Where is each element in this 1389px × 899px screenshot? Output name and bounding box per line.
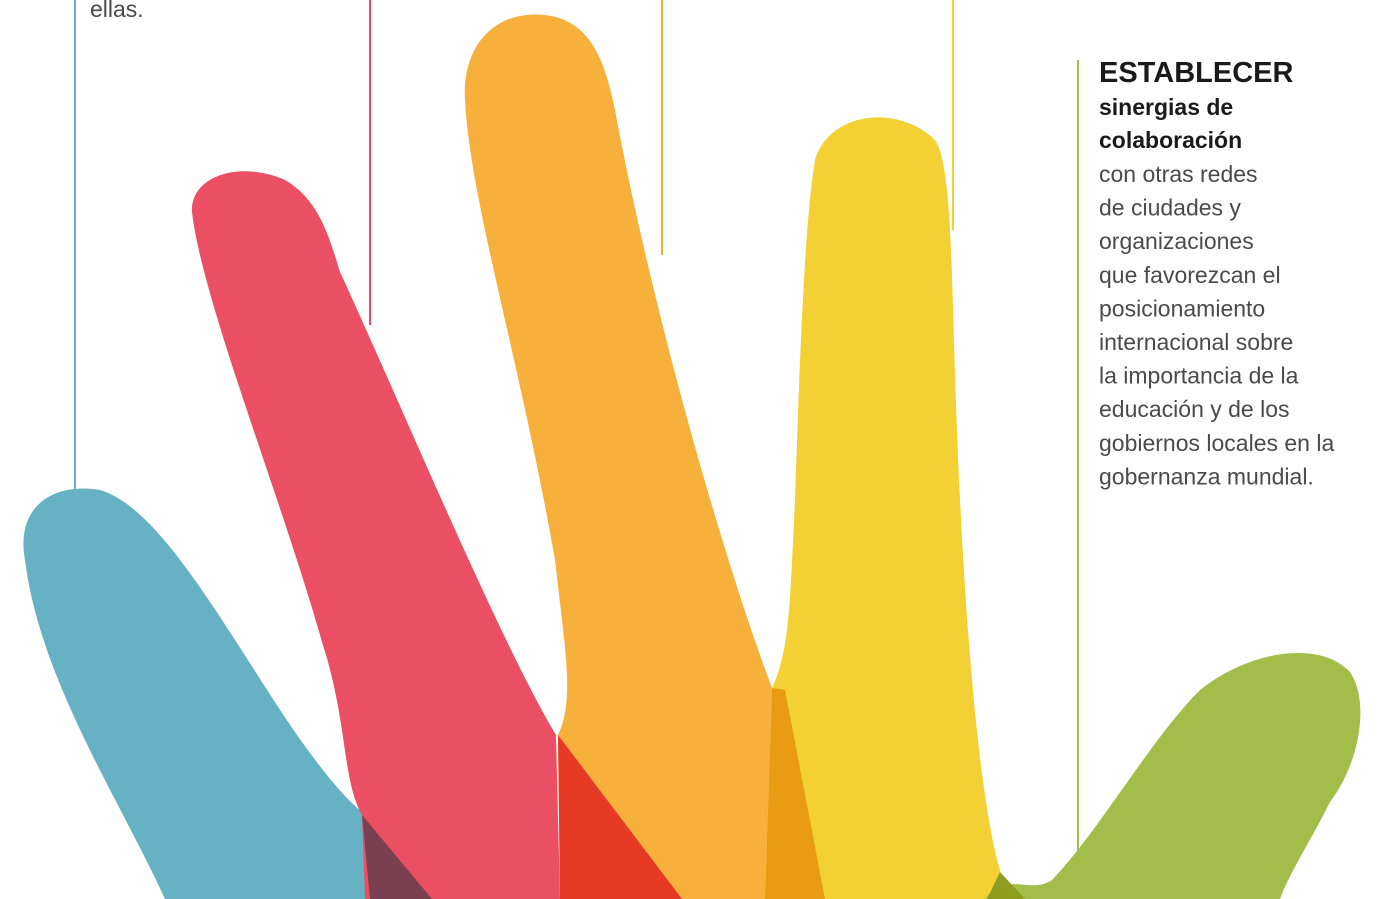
- body-line: gobiernos locales en la: [1099, 430, 1334, 456]
- red-finger: [191, 171, 560, 899]
- overlap: [987, 872, 1025, 899]
- subheading-line: colaboración: [1099, 127, 1242, 153]
- body-line: de ciudades y: [1099, 195, 1241, 221]
- orange-finger: [464, 14, 772, 899]
- subheading: sinergias de colaboración: [1099, 94, 1242, 153]
- body-line: posicionamiento: [1099, 295, 1265, 321]
- heading: ESTABLECER: [1099, 57, 1293, 89]
- body-line: gobernanza mundial.: [1099, 463, 1314, 489]
- subheading-line: sinergias de: [1099, 94, 1233, 120]
- body-line: que favorezcan el: [1099, 262, 1281, 288]
- body-text: con otras redes de ciudades y organizacion…: [1099, 161, 1334, 489]
- yellow-finger: [765, 117, 1000, 899]
- overlap: [765, 688, 825, 899]
- body-line: organizaciones: [1099, 228, 1254, 254]
- fragment-text: ellas.: [90, 0, 144, 22]
- body-line: internacional sobre: [1099, 329, 1293, 355]
- green-thumb: [985, 652, 1361, 899]
- overlap: [558, 735, 682, 899]
- overlap: [362, 815, 432, 899]
- body-line: con otras redes: [1099, 161, 1258, 187]
- blue-finger: [23, 488, 372, 899]
- body-line: la importancia de la: [1099, 363, 1299, 389]
- body-line: educación y de los: [1099, 396, 1290, 422]
